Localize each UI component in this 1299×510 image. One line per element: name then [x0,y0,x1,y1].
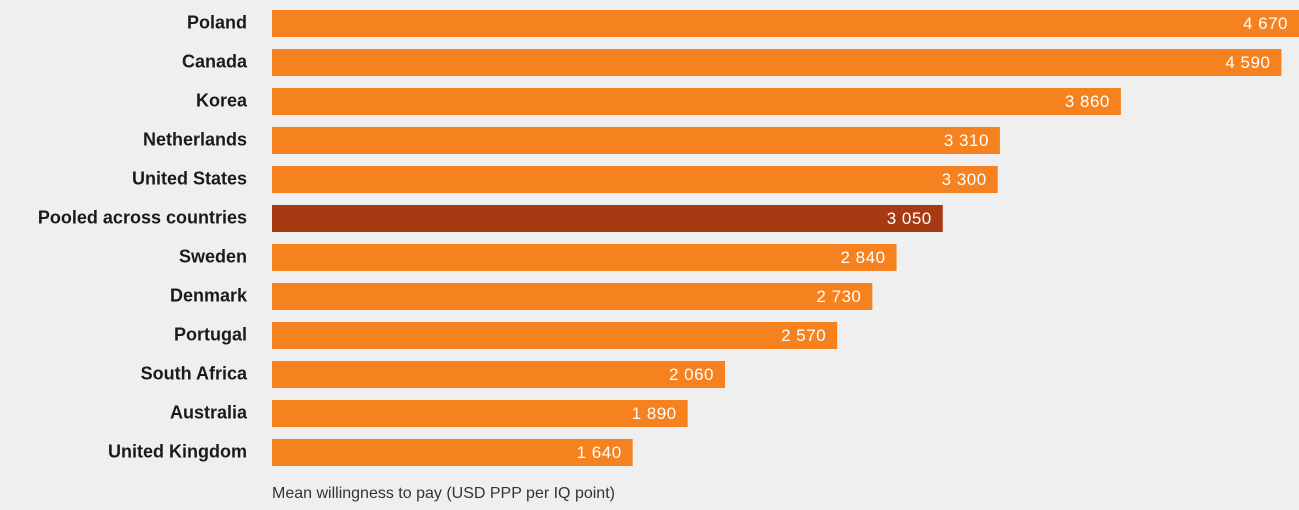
category-label: Portugal [174,324,247,344]
category-label: Poland [187,12,247,32]
bar [272,49,1282,76]
value-label: 3 050 [887,209,932,228]
value-label: 1 640 [577,443,622,462]
category-label: South Africa [141,363,248,383]
x-axis-label: Mean willingness to pay (USD PPP per IQ … [272,485,615,502]
bar [272,400,688,427]
category-label: Denmark [170,285,248,305]
category-label: Netherlands [143,129,247,149]
category-label: Canada [182,51,248,71]
bar [272,439,633,466]
value-label: 2 570 [781,326,826,345]
value-label: 4 670 [1243,14,1288,33]
category-label: United Kingdom [108,441,247,461]
category-label: United States [132,168,247,188]
bar [272,361,726,388]
value-label: 2 840 [841,248,886,267]
value-label: 3 300 [942,170,987,189]
value-label: 3 310 [944,131,989,150]
category-label: Australia [170,402,248,422]
bar [272,166,998,193]
category-label: Sweden [179,246,247,266]
bar [272,205,943,232]
value-label: 2 730 [816,287,861,306]
bar [272,244,897,271]
bar [272,283,873,310]
bar [272,10,1299,37]
bar [272,127,1000,154]
category-label: Pooled across countries [38,207,247,227]
value-label: 1 890 [632,404,677,423]
value-label: 3 860 [1065,92,1110,111]
bar [272,322,838,349]
value-label: 2 060 [669,365,714,384]
value-label: 4 590 [1225,53,1270,72]
category-label: Korea [196,90,248,110]
bar [272,88,1121,115]
